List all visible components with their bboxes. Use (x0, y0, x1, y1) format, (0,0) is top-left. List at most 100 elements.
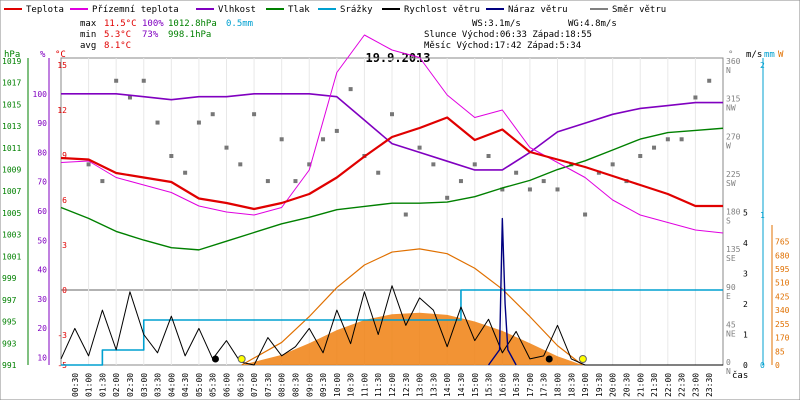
tick-label-time: 10:00 (333, 373, 342, 397)
tick-label-time: 03:00 (140, 373, 149, 397)
wind-direction-point (417, 145, 422, 150)
tick-layer: 1019101710151013101110091007100510031001… (2, 57, 790, 397)
info-wg: WG:4.8m/s (568, 19, 617, 29)
series-line-tlak (60, 127, 724, 251)
stats-block: max 11.5°C 100% 1012.8hPa 0.5mm min 5.3°… (80, 19, 253, 51)
tick-label-time: 05:00 (195, 373, 204, 397)
wind-direction-point (307, 162, 312, 167)
tick-label-pct: 60 (37, 207, 47, 216)
wind-direction-point (252, 112, 257, 117)
tick-label-hpa: 1015 (2, 100, 21, 109)
wind-direction-point (348, 87, 353, 92)
stats-max-press: 1012.8hPa (168, 19, 217, 29)
tick-label-time: 08:00 (278, 373, 287, 397)
wind-direction-point (100, 179, 105, 184)
tick-label-ms: 1 (743, 331, 748, 340)
tick-label-pct: 10 (37, 354, 47, 363)
sunrise-marker (237, 355, 246, 363)
tick-label-w: 765 (775, 238, 790, 247)
tick-label-dir: NE (726, 329, 736, 338)
tick-label-time: 06:00 (223, 373, 232, 397)
legend-label-srazky: Srážky (340, 5, 373, 15)
axis-title-hpa: hPa (4, 50, 20, 60)
tick-label-time: 10:30 (347, 373, 356, 397)
wind-direction-point (665, 137, 670, 142)
wind-direction-point (183, 170, 188, 175)
tick-label-time: 09:00 (305, 373, 314, 397)
tick-label-time: 12:00 (388, 373, 397, 397)
tick-label-w: 0 (775, 361, 780, 370)
tick-label-time: 14:00 (443, 373, 452, 397)
tick-label-w: 255 (775, 320, 790, 329)
legend-label-vlhkost: Vlhkost (218, 5, 256, 15)
wind-direction-point (445, 195, 450, 200)
wind-direction-point (224, 145, 229, 150)
stats-max-rain: 0.5mm (226, 19, 253, 29)
tick-label-time: 15:30 (485, 373, 494, 397)
grid-layer (61, 58, 723, 365)
tick-label-time: 13:00 (416, 373, 425, 397)
tick-label-time: 13:30 (429, 373, 438, 397)
axis-title-pct: % (40, 50, 46, 60)
series-line-naraz (487, 217, 517, 366)
tick-label-dir: NW (726, 104, 736, 113)
tick-label-time: 02:30 (126, 373, 135, 397)
wind-direction-point (652, 145, 657, 150)
wind-direction-point (376, 170, 381, 175)
wind-direction-point (638, 154, 643, 158)
stats-max-temp: 11.5°C (104, 19, 137, 29)
tick-label-time: 09:30 (319, 373, 328, 397)
wind-direction-point (610, 162, 615, 167)
tick-label-degc: 9 (62, 151, 67, 160)
series-line-prizemni (60, 34, 724, 234)
stats-min-label: min (80, 30, 96, 40)
wind-direction-point (127, 95, 132, 100)
wind-direction-point (334, 128, 339, 133)
wind-direction-point (458, 179, 463, 184)
tick-label-time: 19:00 (581, 373, 590, 397)
tick-label-w: 595 (775, 265, 790, 274)
tick-label-dir: N (726, 367, 731, 376)
tick-label-hpa: 1013 (2, 122, 21, 131)
moonrise-marker (545, 355, 553, 363)
wind-direction-point (514, 170, 519, 175)
series-layer (60, 34, 724, 366)
tick-label-deg: 90 (726, 283, 736, 292)
wind-direction-point (169, 154, 174, 158)
info-ws: WS:3.1m/s (472, 19, 521, 29)
wind-direction-point (541, 179, 546, 184)
tick-label-time: 21:00 (636, 373, 645, 397)
tick-label-deg: 360 (726, 57, 741, 66)
tick-label-deg: 270 (726, 132, 741, 141)
legend: Teplota Přízemní teplota Vlhkost Tlak Sr… (4, 5, 666, 15)
tick-label-pct: 80 (37, 148, 47, 157)
tick-label-pct: 50 (37, 236, 47, 245)
wind-direction-point (210, 112, 215, 117)
wind-direction-point (431, 162, 436, 167)
info-sun: Slunce Východ:06:33 Západ:18:55 (424, 30, 592, 40)
tick-label-degc: 15 (57, 61, 67, 70)
tick-label-degc: -3 (57, 331, 67, 340)
wind-direction-point (472, 162, 477, 167)
wind-direction-point (265, 179, 270, 184)
series-line-solar (241, 248, 583, 366)
tick-label-pct: 20 (37, 324, 47, 333)
tick-label-time: 15:00 (471, 373, 480, 397)
tick-label-pct: 70 (37, 178, 47, 187)
tick-label-time: 01:00 (85, 373, 94, 397)
tick-label-time: 02:00 (112, 373, 121, 397)
tick-label-hpa: 991 (2, 361, 17, 370)
tick-label-time: 17:30 (540, 373, 549, 397)
axis-title-w: W (778, 50, 784, 60)
tick-label-pct: 90 (37, 119, 47, 128)
legend-label-tlak: Tlak (288, 5, 310, 15)
tick-label-hpa: 1005 (2, 209, 21, 218)
axis-title-mm: mm (764, 50, 775, 60)
tick-label-time: 16:00 (498, 373, 507, 397)
legend-label-prizemni: Přízemní teplota (92, 5, 179, 15)
tick-label-time: 03:30 (154, 373, 163, 397)
tick-label-time: 22:30 (678, 373, 687, 397)
wind-direction-point (293, 179, 298, 184)
tick-label-degc: 12 (57, 106, 67, 115)
tick-label-ms: 5 (743, 209, 748, 218)
